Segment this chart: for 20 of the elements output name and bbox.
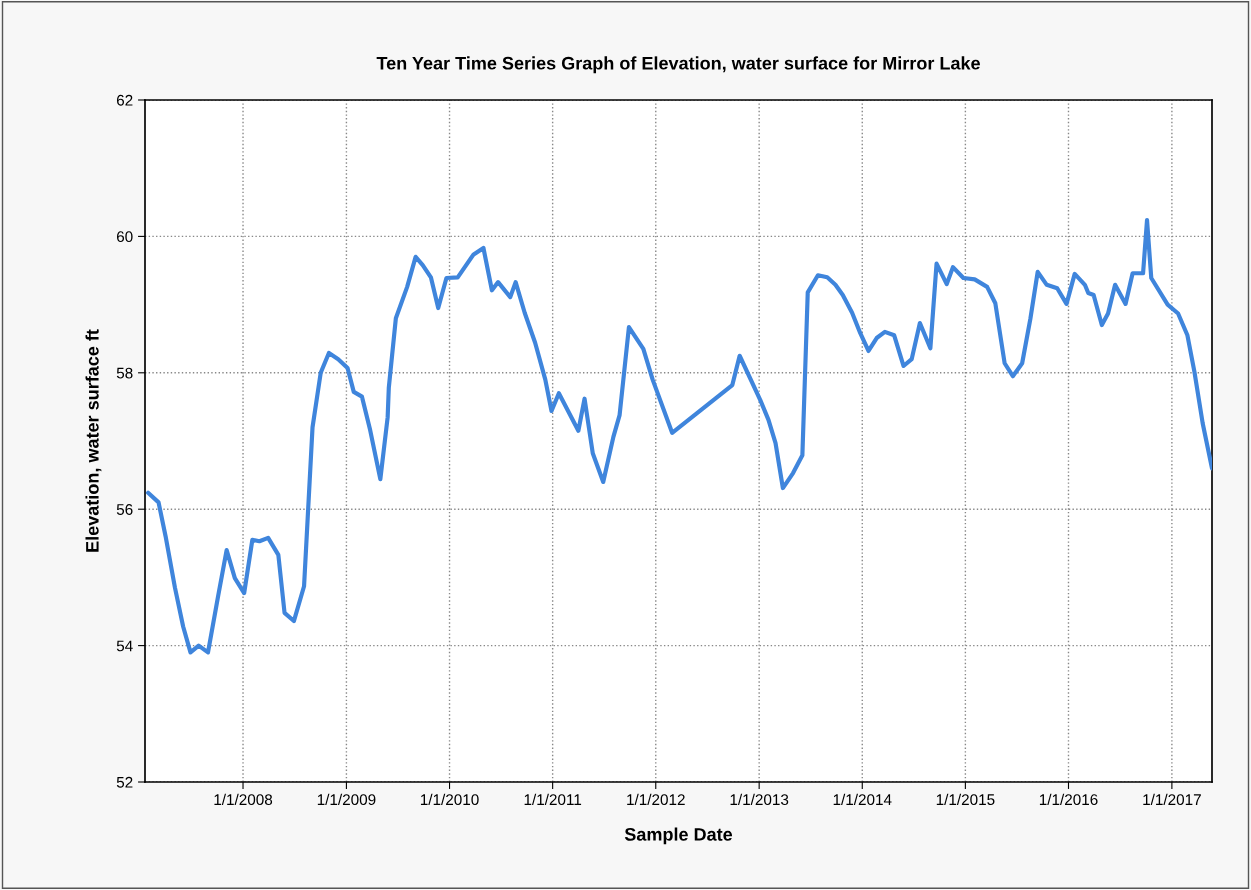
x-tick-label: 1/1/2013 (730, 793, 789, 806)
y-axis-title: Elevation, water surface ft (85, 329, 102, 552)
y-tick-label: 58 (116, 367, 133, 379)
x-tick-label: 1/1/2016 (1039, 793, 1098, 806)
x-tick-label: 1/1/2017 (1143, 793, 1201, 806)
x-tick-label: 1/1/2009 (317, 793, 376, 806)
y-tick-label: 62 (116, 94, 133, 106)
x-tick-label: 1/1/2015 (936, 793, 995, 806)
x-tick-label: 1/1/2014 (833, 793, 892, 806)
x-tick-label: 1/1/2010 (420, 793, 479, 806)
line-series (146, 217, 1212, 655)
chart-title: Ten Year Time Series Graph of Elevation, water surface for Mirror Lake (376, 56, 980, 74)
y-tick-label: 60 (116, 231, 133, 243)
x-axis-title: Sample Date (624, 827, 733, 845)
y-tick-label: 52 (116, 776, 133, 788)
y-tick-label: 56 (116, 504, 133, 515)
y-tick-label: 54 (116, 640, 133, 652)
x-tick-label: 1/1/2008 (214, 793, 273, 806)
x-tick-label: 1/1/2012 (627, 793, 685, 806)
x-tick-label: 1/1/2011 (524, 793, 582, 806)
